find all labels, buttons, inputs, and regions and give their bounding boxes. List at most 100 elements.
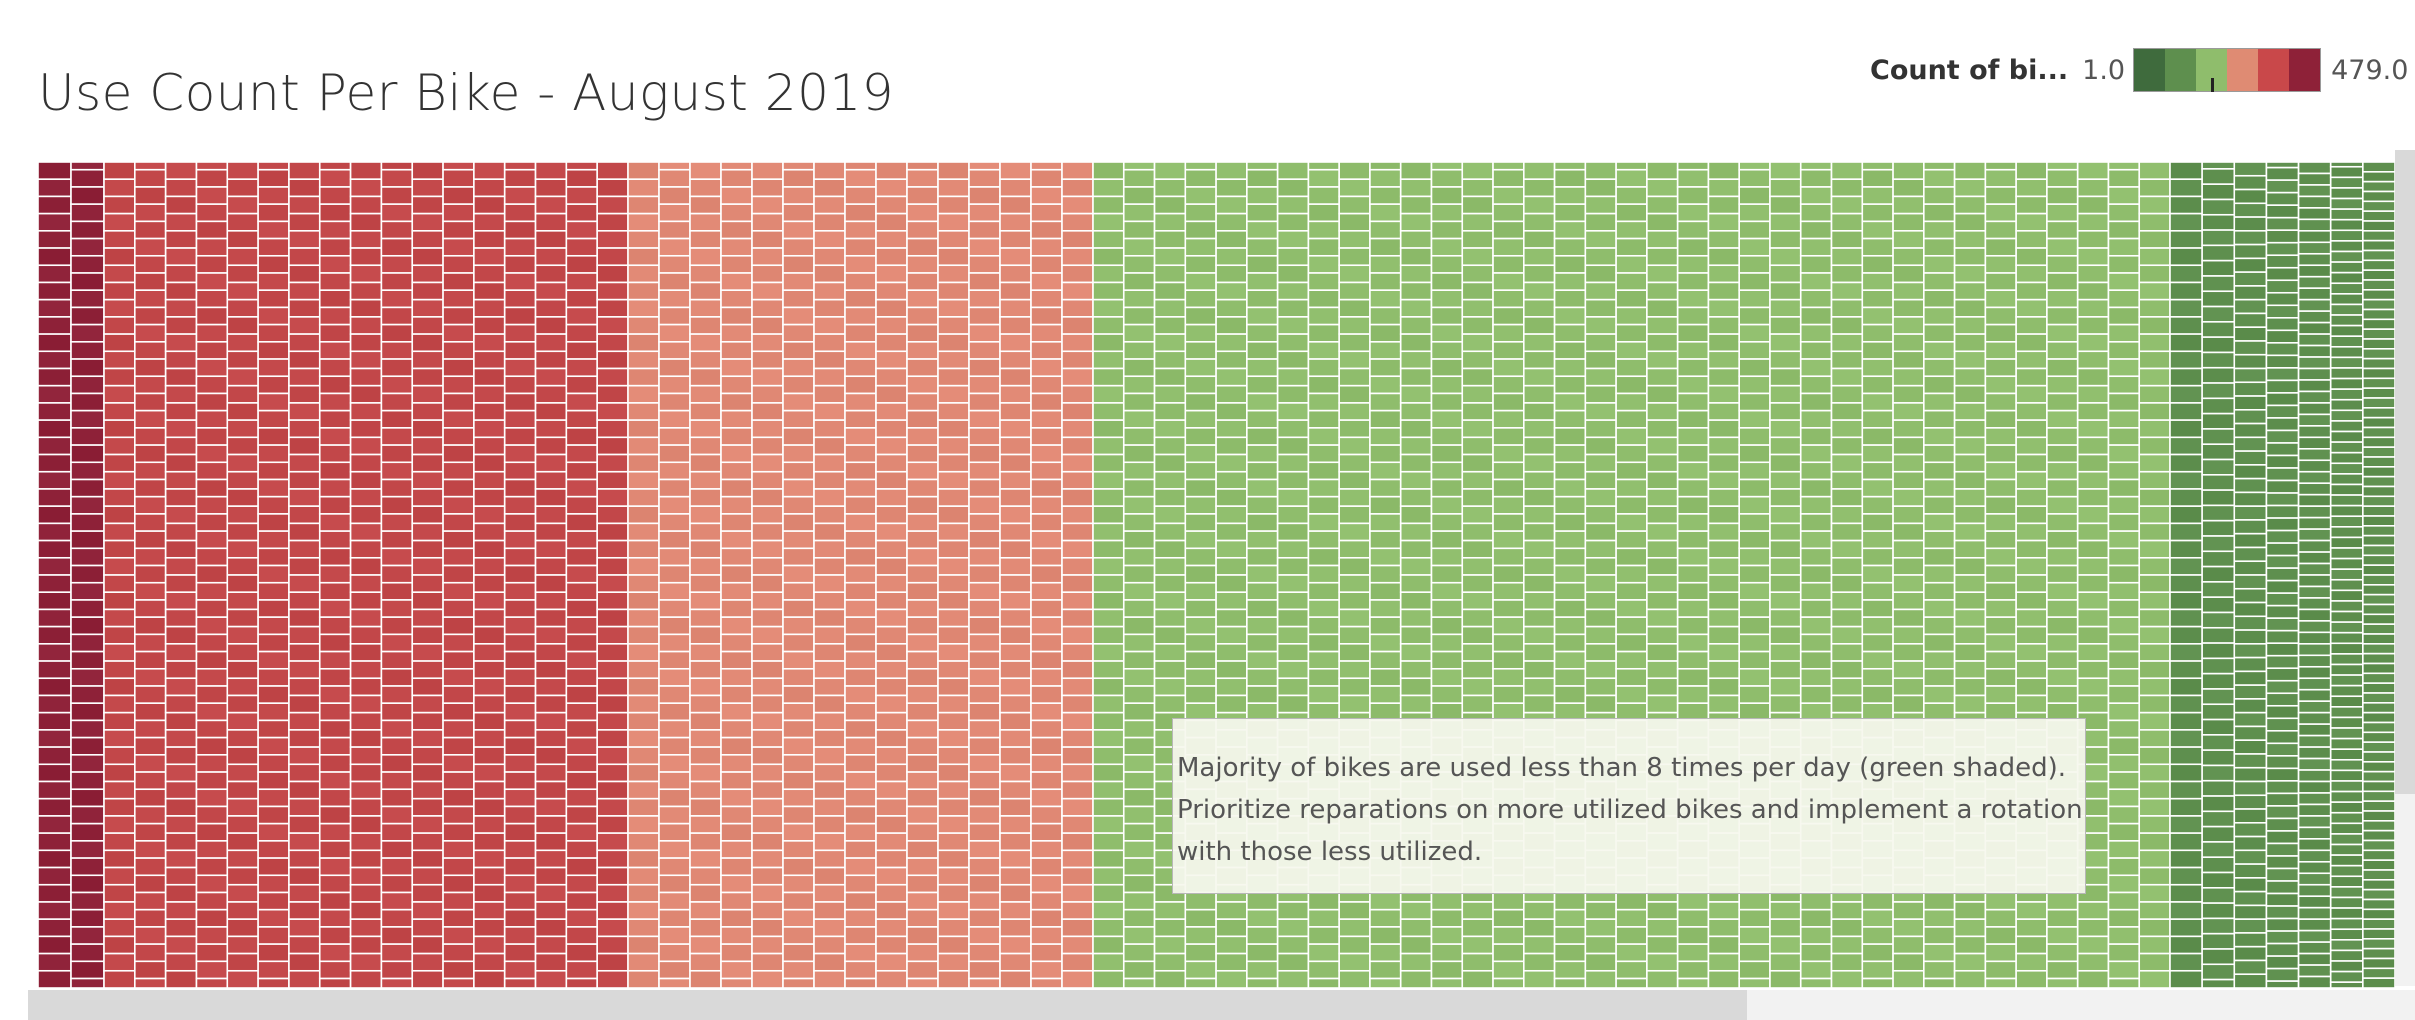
bike-tile[interactable]	[257, 650, 290, 670]
bike-tile[interactable]	[288, 660, 321, 680]
bike-tile[interactable]	[534, 367, 568, 387]
bike-tile[interactable]	[1861, 341, 1894, 360]
bike-tile[interactable]	[2297, 195, 2332, 209]
bike-tile[interactable]	[1584, 419, 1617, 439]
bike-tile[interactable]	[70, 926, 105, 945]
bike-tile[interactable]	[288, 367, 321, 387]
bike-tile[interactable]	[411, 574, 444, 594]
bike-tile[interactable]	[503, 272, 537, 291]
bike-tile[interactable]	[2297, 470, 2332, 485]
bike-tile[interactable]	[2362, 810, 2396, 822]
bike-tile[interactable]	[1122, 358, 1156, 378]
bike-tile[interactable]	[380, 323, 414, 343]
bike-tile[interactable]	[1092, 384, 1125, 404]
bike-tile[interactable]	[37, 711, 72, 731]
bike-tile[interactable]	[999, 643, 1032, 662]
bike-tile[interactable]	[1122, 547, 1156, 567]
bike-tile[interactable]	[1153, 952, 1187, 972]
bike-tile[interactable]	[2201, 229, 2236, 247]
bike-tile[interactable]	[658, 891, 691, 911]
bike-tile[interactable]	[288, 195, 321, 215]
bike-tile[interactable]	[1461, 367, 1494, 387]
bike-tile[interactable]	[503, 702, 537, 722]
bike-tile[interactable]	[1307, 375, 1340, 395]
bike-tile[interactable]	[1122, 341, 1156, 360]
bike-tile[interactable]	[906, 719, 939, 739]
bike-tile[interactable]	[1553, 547, 1587, 567]
bike-tile[interactable]	[1892, 298, 1925, 318]
bike-tile[interactable]	[658, 461, 691, 481]
bike-tile[interactable]	[1584, 969, 1617, 989]
bike-tile[interactable]	[999, 591, 1032, 611]
bike-tile[interactable]	[1184, 392, 1217, 412]
bike-tile[interactable]	[1122, 186, 1156, 205]
bike-tile[interactable]	[195, 771, 229, 791]
bike-tile[interactable]	[1399, 402, 1433, 421]
bike-tile[interactable]	[1430, 237, 1464, 257]
bike-tile[interactable]	[1584, 161, 1617, 181]
bike-tile[interactable]	[2046, 186, 2079, 205]
bike-tile[interactable]	[37, 866, 72, 886]
bike-tile[interactable]	[1553, 237, 1587, 257]
bike-tile[interactable]	[1953, 161, 1987, 181]
bike-tile[interactable]	[1246, 375, 1279, 395]
bike-tile[interactable]	[968, 203, 1001, 223]
bike-tile[interactable]	[2362, 338, 2396, 350]
bike-tile[interactable]	[2297, 390, 2332, 404]
bike-tile[interactable]	[1399, 178, 1433, 198]
bike-tile[interactable]	[937, 883, 970, 903]
bike-tile[interactable]	[2233, 684, 2268, 700]
bike-tile[interactable]	[937, 746, 970, 766]
bike-tile[interactable]	[999, 298, 1032, 318]
bike-tile[interactable]	[2233, 821, 2268, 838]
bike-tile[interactable]	[999, 883, 1032, 903]
bike-tile[interactable]	[2201, 703, 2236, 721]
bike-tile[interactable]	[1769, 470, 1802, 490]
bike-tile[interactable]	[2329, 748, 2364, 761]
bike-tile[interactable]	[2265, 204, 2300, 219]
bike-tile[interactable]	[751, 797, 784, 817]
bike-tile[interactable]	[411, 780, 444, 800]
bike-tile[interactable]	[226, 883, 259, 903]
bike-tile[interactable]	[442, 272, 475, 291]
bike-tile[interactable]	[596, 316, 629, 335]
bike-tile[interactable]	[813, 316, 846, 335]
bike-tile[interactable]	[442, 874, 475, 894]
bike-tile[interactable]	[1984, 392, 2017, 412]
bike-tile[interactable]	[1369, 358, 1402, 378]
bike-tile[interactable]	[1338, 247, 1371, 267]
bike-tile[interactable]	[257, 599, 290, 618]
bike-tile[interactable]	[813, 763, 846, 783]
bike-tile[interactable]	[689, 591, 722, 611]
bike-tile[interactable]	[473, 402, 506, 421]
bike-tile[interactable]	[906, 306, 939, 326]
bike-tile[interactable]	[2169, 643, 2203, 662]
bike-tile[interactable]	[1861, 943, 1894, 963]
bike-tile[interactable]	[689, 797, 722, 817]
bike-tile[interactable]	[1738, 461, 1771, 481]
bike-tile[interactable]	[2201, 183, 2236, 201]
bike-tile[interactable]	[1584, 402, 1617, 421]
bike-tile[interactable]	[1615, 599, 1648, 618]
bike-tile[interactable]	[1430, 444, 1464, 464]
bike-tile[interactable]	[349, 470, 383, 490]
bike-tile[interactable]	[2297, 803, 2332, 817]
bike-tile[interactable]	[1122, 272, 1156, 291]
bike-tile[interactable]	[2015, 677, 2048, 697]
bike-tile[interactable]	[2201, 213, 2236, 231]
bike-tile[interactable]	[442, 495, 475, 515]
bike-tile[interactable]	[1030, 926, 1063, 945]
bike-tile[interactable]	[1553, 564, 1587, 584]
bike-tile[interactable]	[2265, 592, 2300, 607]
bike-tile[interactable]	[1399, 230, 1433, 249]
bike-tile[interactable]	[349, 264, 383, 284]
bike-tile[interactable]	[658, 702, 691, 722]
bike-tile[interactable]	[782, 943, 815, 963]
bike-tile[interactable]	[2046, 254, 2079, 274]
bike-tile[interactable]	[596, 832, 629, 852]
bike-tile[interactable]	[70, 186, 105, 205]
bike-tile[interactable]	[2076, 901, 2110, 920]
bike-tile[interactable]	[411, 298, 444, 318]
bike-tile[interactable]	[1892, 333, 1925, 353]
bike-tile[interactable]	[844, 926, 877, 945]
